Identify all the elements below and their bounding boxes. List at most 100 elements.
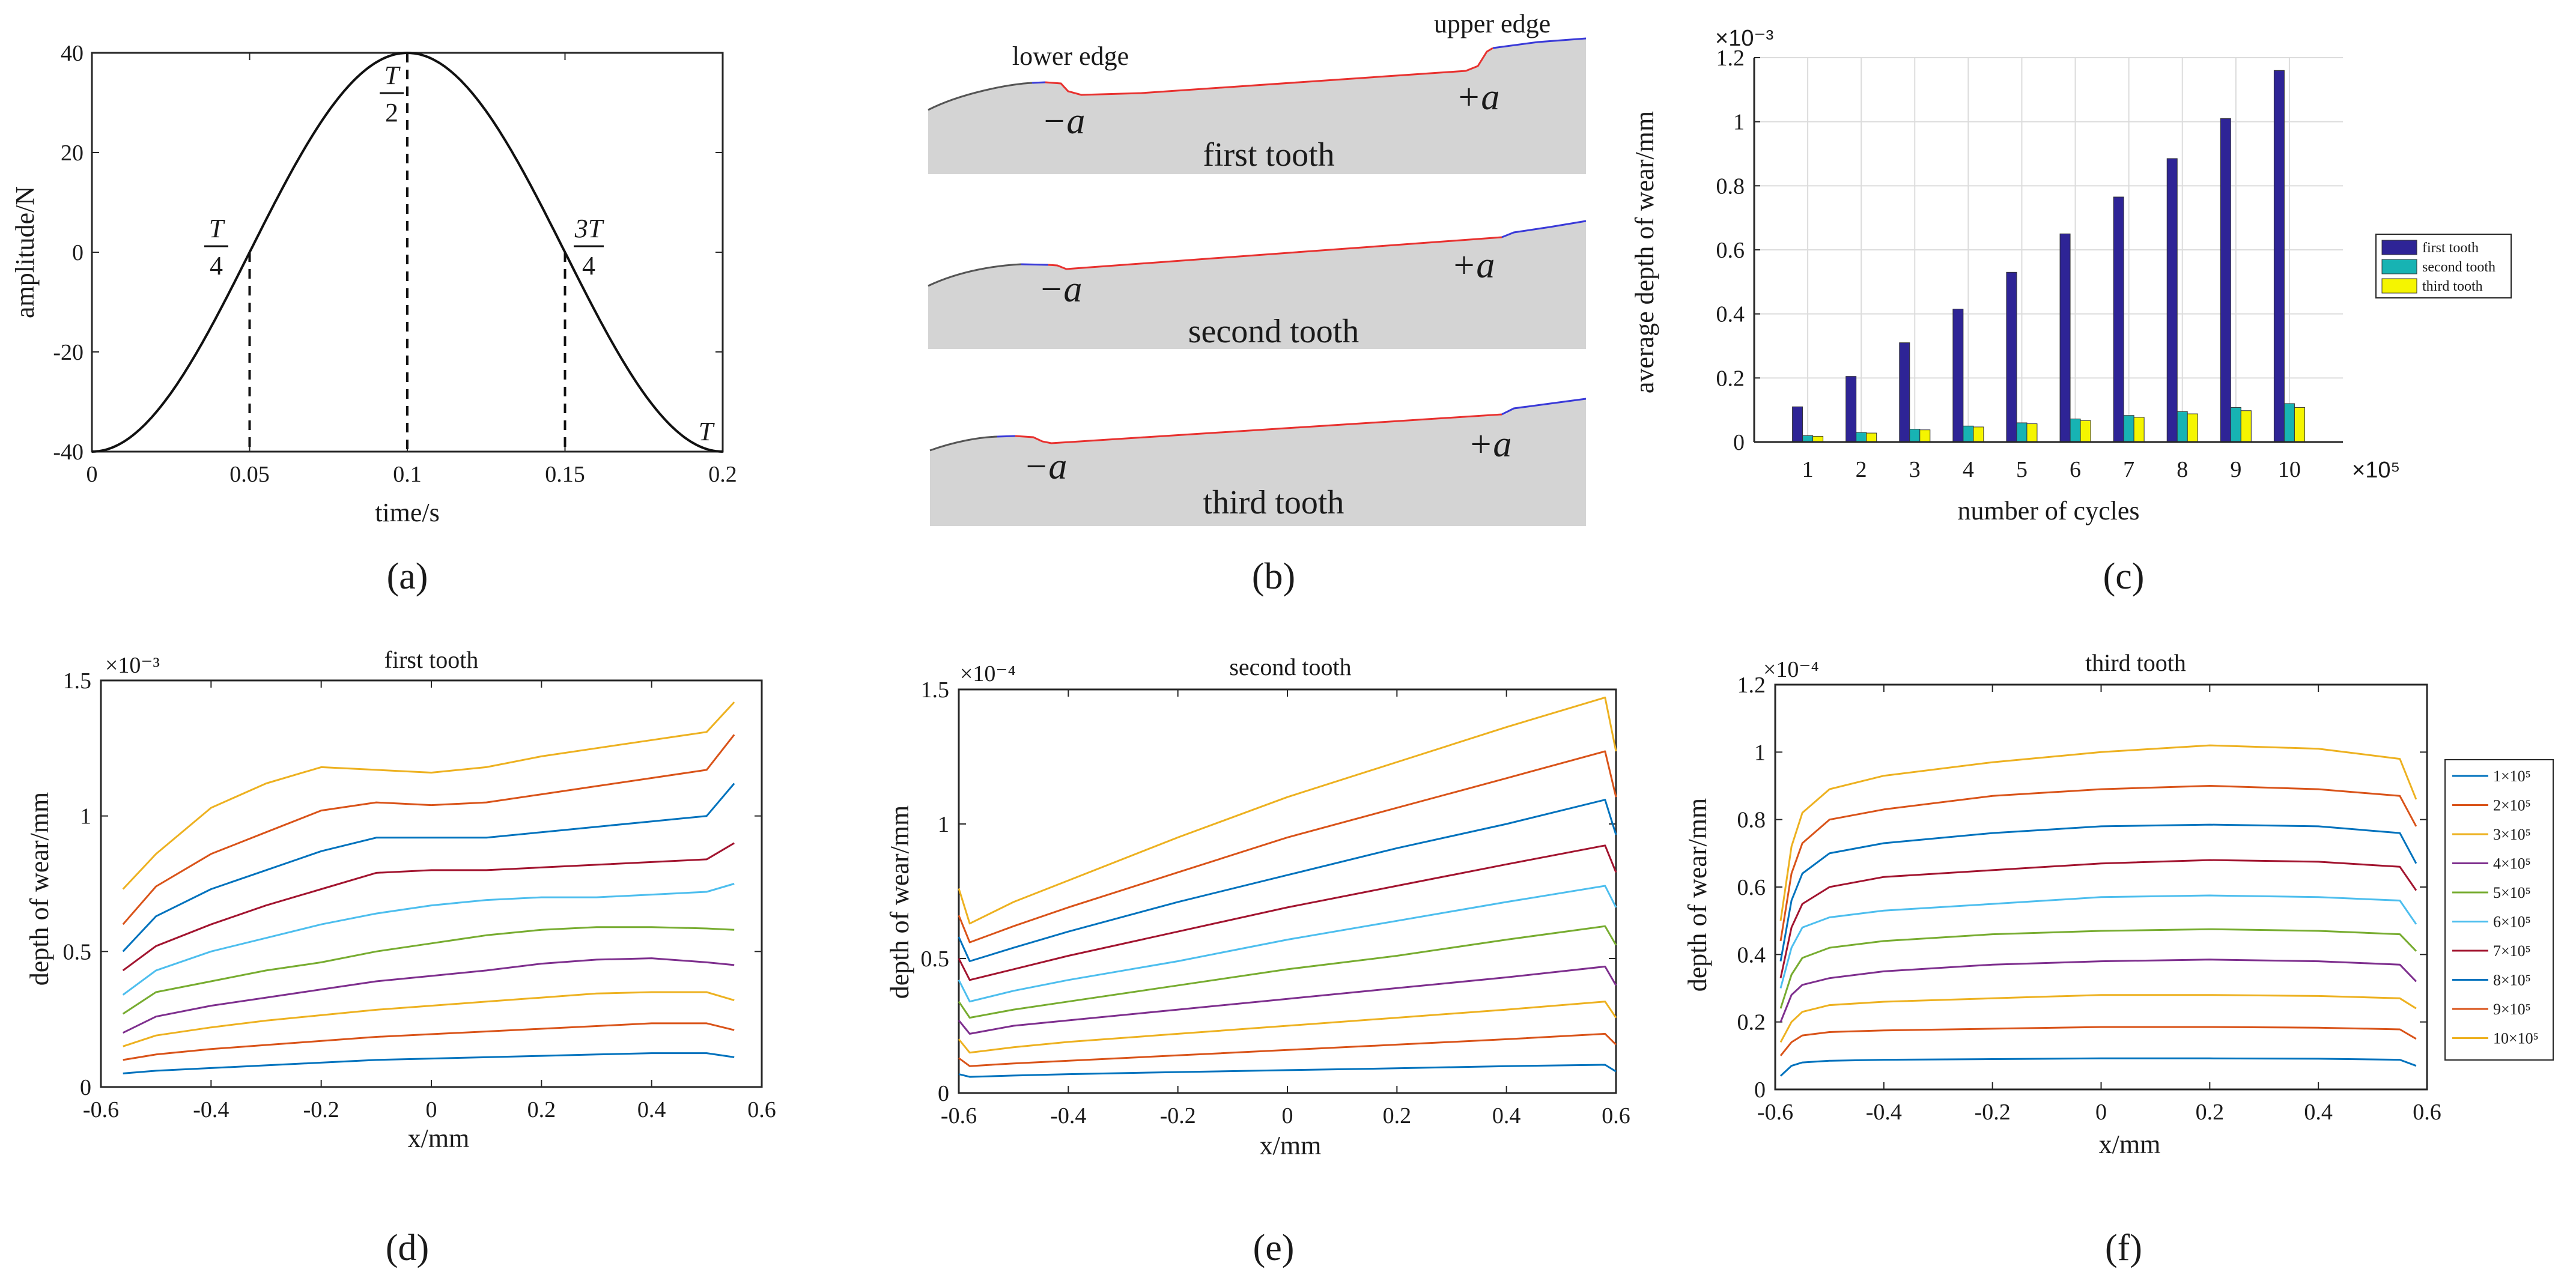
d-y-multiplier: ×10⁻³ [105,653,160,678]
t-quarter-num: T [209,214,226,243]
panel-label-d: (d) [386,1228,429,1268]
c-ytick-label: 1 [1733,110,1745,135]
c-legend-label: second tooth [2422,259,2496,275]
e-series-line [958,799,1617,962]
e-ytick-label: 0.5 [921,946,950,972]
a-xtick-label: 0 [87,462,98,487]
f-series-line [1779,823,2417,962]
panel-label-a: (a) [387,556,428,597]
f-xtick-label: 0.6 [2413,1100,2441,1125]
e-xtick-label: 0.6 [1602,1103,1630,1128]
f-series-line [1779,894,2417,989]
e-xtick-label: -0.4 [1050,1103,1086,1128]
f-xtick-label: 0 [2095,1100,2107,1125]
f-ytick-label: 1.2 [1737,673,1766,698]
lower-edge-label: lower edge [1012,41,1129,71]
c-legend-swatch [2381,259,2417,274]
f-ytick-label: 0.2 [1737,1010,1766,1035]
f-legend-label: 3×10⁵ [2493,826,2531,843]
c-ytick-label: 0.2 [1716,366,1745,391]
d-series-line [122,701,735,890]
c-bar [1973,426,1984,443]
f-xtick-label: 0.4 [2304,1100,2333,1125]
f-ytick-label: 0.8 [1737,808,1766,833]
e-ytick-label: 1.5 [921,677,950,703]
e-xtick-label: 0.4 [1492,1103,1521,1128]
c-bar [1845,376,1857,443]
d-xlabel: x/mm [408,1124,470,1153]
c-bar [1866,432,1877,443]
plus-a-2: +a [1451,245,1495,286]
f-legend-label: 8×10⁵ [2493,972,2531,989]
d-ytick-label: 0 [80,1075,91,1100]
e-series-line [958,965,1617,1035]
c-xtick-label: 9 [2230,457,2241,482]
d-xtick-label: 0.4 [637,1097,666,1122]
d-ytick-label: 0.5 [63,939,92,965]
panel-d-chart: first tooth ×10⁻³ x/mm depth of wear/mm … [25,646,776,1268]
f-ytick-label: 0.4 [1737,942,1766,968]
a-xtick-label: 0.2 [708,462,737,487]
e-title: second tooth [1229,653,1351,680]
f-series-line [1779,744,2417,921]
c-bar [1919,429,1931,443]
minus-a-1: −a [1042,101,1086,142]
minus-a-2: −a [1039,269,1083,310]
d-series-line [122,926,735,1015]
c-bar [1963,425,1974,443]
a-ylabel: amplitude/N [10,186,40,318]
c-bar [2113,196,2124,443]
c-bar [2220,118,2231,443]
c-ylabel: average depth of wear/mm [1630,111,1659,393]
c-bar [2273,70,2285,443]
e-xtick-label: 0 [1282,1103,1293,1128]
f-xtick-label: -0.2 [1975,1100,2011,1125]
f-legend-label: 6×10⁵ [2493,913,2531,931]
a-xlabel: time/s [375,498,440,527]
c-bar [2133,417,2145,443]
panel-f-chart: third tooth ×10⁻⁴ x/mm depth of wear/mm … [1683,649,2554,1268]
f-legend-label: 1×10⁵ [2493,768,2531,785]
t-three-quarter-den: 4 [582,251,595,280]
t-three-quarter-num: 3T [574,214,605,243]
c-ytick-label: 0.6 [1716,238,1745,263]
e-series-line [958,1064,1617,1078]
d-axes-frame [100,679,763,1088]
e-ytick-label: 1 [938,812,949,837]
c-bar [2166,158,2178,443]
panel-label-c: (c) [2103,556,2145,597]
e-series-line [958,925,1617,1019]
c-bar [1792,406,1803,443]
c-xtick-label: 6 [2070,457,2081,482]
f-series-line [1779,859,2417,979]
third-tooth-label: third tooth [1203,484,1344,521]
d-ytick-label: 1 [80,804,91,829]
c-bar [2006,271,2017,443]
a-ytick-label: -20 [53,340,84,365]
f-series-line [1779,785,2417,942]
c-bar [2230,407,2241,443]
panel-c-chart: 00.20.40.60.811.21 2 3 4 5 6 7 8 9 10 ×10⁻³ ×10⁵ … [1630,26,2512,597]
e-axes-frame [958,688,1617,1094]
f-legend-label: 4×10⁵ [2493,855,2531,873]
c-xtick-label: 10 [2278,457,2301,482]
a-xtick-label: 0.05 [229,462,270,487]
f-xtick-label: 0.2 [2196,1100,2225,1125]
c-ytick-label: 0 [1733,430,1745,455]
f-ytick-label: 0 [1754,1077,1766,1103]
c-bar [2080,420,2091,443]
f-legend-label: 7×10⁵ [2493,942,2531,960]
d-xtick-label: 0.6 [747,1097,776,1122]
d-ytick-label: 1.5 [63,668,92,694]
d-series-line [123,957,735,1034]
c-ytick-label: 0.4 [1716,302,1745,327]
annotation-t-three-quarter: 3T 4 [574,214,605,280]
c-y-multiplier: ×10⁻³ [1715,26,1773,51]
c-xtick-label: 8 [2177,457,2188,482]
e-series-line [958,1032,1617,1067]
f-ytick-label: 1 [1754,740,1766,765]
c-bar [2294,407,2305,443]
c-legend-label: third tooth [2422,279,2483,294]
d-xtick-label: 0 [426,1097,437,1122]
